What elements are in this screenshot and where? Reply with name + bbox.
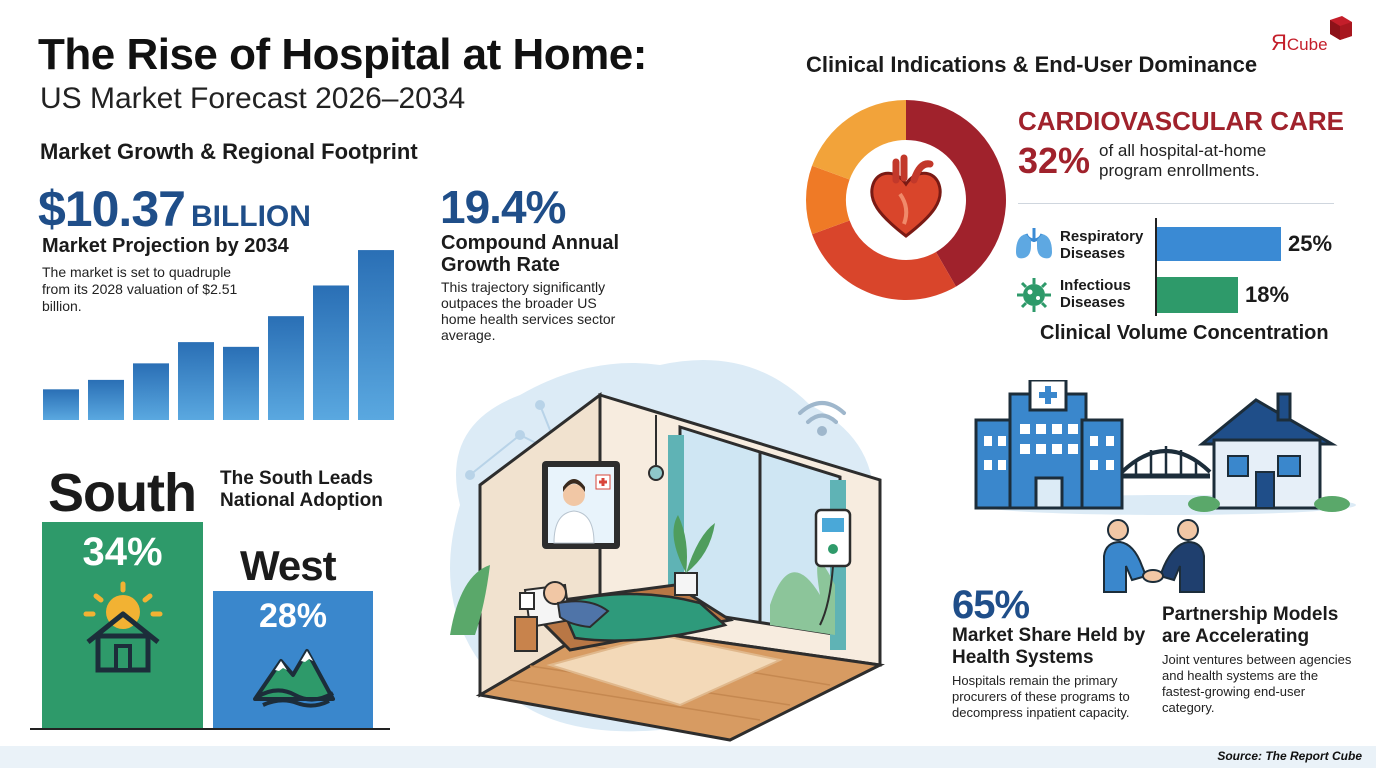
growth-bar (178, 342, 214, 420)
donut-segment (812, 220, 956, 300)
page-subtitle: US Market Forecast 2026–2034 (40, 82, 466, 115)
partnership-title: Partnership Models are Accelerating (1162, 604, 1339, 647)
cardio-description: of all hospital-at-home program enrollme… (1099, 141, 1267, 180)
region-headline: The South Leads National Adoption (220, 468, 383, 511)
donut-segment (806, 165, 850, 235)
respiratory-pct: 25% (1288, 231, 1333, 256)
growth-bar (313, 285, 349, 420)
hospital-partnership-illustration (974, 380, 1356, 593)
house-icon (1188, 392, 1350, 512)
donut-segment (906, 100, 1006, 287)
handshake-icon (1103, 519, 1205, 593)
south-region-block: 34% (42, 522, 203, 728)
infectious-label: Infectious Diseases (1060, 277, 1131, 311)
growth-bar (43, 389, 79, 420)
market-growth-heading: Market Growth & Regional Footprint (40, 139, 418, 164)
partnership-description: Joint ventures between agencies and heal… (1162, 652, 1352, 715)
logo-cube-icon (1330, 16, 1352, 40)
region-baseline (30, 728, 390, 730)
respiratory-bar (1157, 227, 1281, 261)
sun-house-icon (83, 581, 163, 673)
logo-text: ЯCube (1271, 30, 1328, 56)
growth-bar (133, 363, 169, 420)
lungs-icon (1016, 228, 1052, 259)
cardiovascular-donut-chart (806, 100, 1006, 300)
clinical-bar-axis (1155, 218, 1157, 316)
market-projection-label: Market Projection by 2034 (42, 235, 289, 257)
market-share-value: 65% (952, 583, 1030, 627)
logo-letter: Я (1271, 30, 1287, 55)
cagr-label: Compound Annual Growth Rate (441, 232, 620, 276)
cardio-title: CARDIOVASCULAR CARE (1018, 106, 1344, 136)
cardio-pct: 32% (1018, 140, 1091, 181)
growth-bar (358, 250, 394, 420)
hospital-icon (974, 380, 1124, 510)
heart-icon (870, 154, 942, 238)
market-projection-value: $10.37 BILLION (38, 180, 311, 238)
home-hospital-room-illustration (450, 360, 885, 742)
page-title: The Rise of Hospital at Home: (38, 30, 647, 79)
south-region-label: South (48, 463, 197, 523)
report-cube-logo: ЯCube (1268, 16, 1358, 63)
respiratory-label: Respiratory Diseases (1060, 228, 1144, 262)
market-projection-description: The market is set to quadruple from its … (42, 264, 238, 314)
source-credit: Source: The Report Cube (1217, 749, 1362, 763)
growth-bar (88, 379, 124, 420)
west-region-block: 28% (213, 591, 373, 728)
west-region-pct: 28% (258, 597, 328, 635)
logo-word: Cube (1286, 35, 1328, 54)
west-region-label: West (240, 542, 337, 589)
market-share-description: Hospitals remain the primary procurers o… (952, 673, 1130, 720)
market-share-label: Market Share Held by Health Systems (952, 625, 1146, 668)
south-region-pct: 34% (82, 530, 163, 574)
market-value-number: $10.37 (38, 181, 186, 237)
infectious-pct: 18% (1245, 282, 1290, 307)
virus-icon (1017, 278, 1051, 312)
growth-bar-chart (43, 250, 394, 420)
footer-band (0, 746, 1376, 768)
mountains-icon (253, 649, 335, 708)
market-value-unit: BILLION (190, 200, 311, 233)
wifi-icon (798, 401, 846, 436)
growth-bar (268, 316, 304, 420)
cagr-value: 19.4% (440, 181, 566, 233)
clinical-volume-label: Clinical Volume Concentration (1040, 322, 1329, 344)
growth-bar (223, 346, 259, 420)
cagr-description: This trajectory significantly outpaces t… (441, 279, 616, 343)
infectious-bar (1157, 277, 1238, 313)
clinical-heading: Clinical Indications & End-User Dominanc… (806, 52, 1258, 77)
donut-segment (812, 100, 906, 180)
clinical-divider (1018, 203, 1334, 204)
